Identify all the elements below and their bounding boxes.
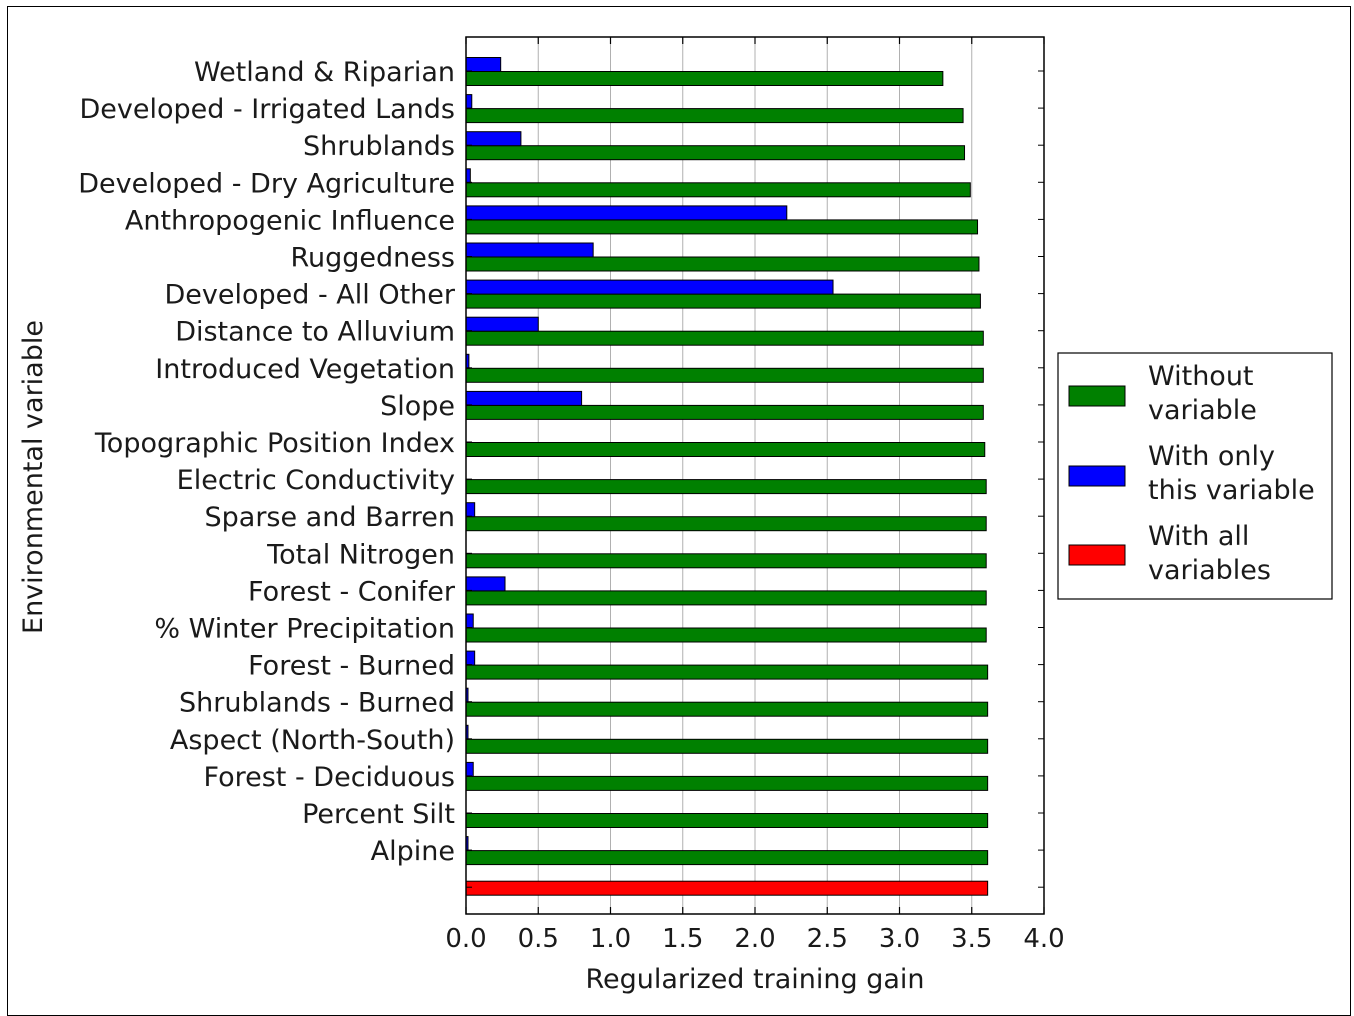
bar-without-variable (465, 627, 987, 643)
bar-with-only-variable (465, 242, 594, 258)
legend-label: With all (1148, 521, 1249, 552)
x-tick-label: 3.5 (951, 924, 992, 954)
legend-label: Without (1148, 361, 1254, 392)
bar-without-variable (465, 256, 980, 272)
category-label: Introduced Vegetation (155, 354, 455, 385)
bar-with-only-variable (465, 576, 506, 592)
bar-without-variable (465, 367, 984, 383)
bar-with-only-variable (465, 502, 476, 518)
bar-with-only-variable (465, 650, 476, 666)
x-tick-label: 2.0 (734, 924, 775, 954)
x-tick-label: 4.0 (1023, 924, 1064, 954)
bar-with-all-variables (465, 880, 989, 896)
x-tick-label: 0.0 (445, 924, 486, 954)
category-label: Ruggedness (290, 243, 455, 274)
bar-without-variable (465, 775, 989, 791)
bar-without-variable (465, 145, 966, 161)
bar-with-only-variable (465, 57, 502, 72)
x-tick-label: 1.0 (590, 924, 631, 954)
x-tick-label: 3.0 (879, 924, 920, 954)
category-label: Wetland & Riparian (194, 57, 455, 88)
legend-swatch (1068, 465, 1126, 487)
bar-without-variable (465, 71, 944, 86)
bar-without-variable (465, 182, 971, 198)
x-axis-label: Regularized training gain (585, 964, 924, 995)
bar-with-only-variable (465, 131, 522, 147)
bar-without-variable (465, 664, 989, 680)
bar-without-variable (465, 590, 987, 606)
bar-without-variable (465, 553, 987, 569)
legend-label: this variable (1148, 475, 1315, 506)
bar-without-variable (465, 479, 987, 495)
category-label: Forest - Burned (248, 651, 455, 682)
category-label: Aspect (North-South) (170, 725, 455, 756)
bar-without-variable (465, 108, 964, 124)
category-label: % Winter Precipitation (154, 614, 455, 645)
category-label: Percent Silt (302, 799, 455, 830)
category-label: Developed - Irrigated Lands (79, 94, 455, 125)
bar-with-only-variable (465, 205, 788, 221)
bar-without-variable (465, 850, 989, 866)
bar-without-variable (465, 442, 986, 457)
category-label: Slope (380, 391, 455, 422)
x-tick-label: 1.5 (662, 924, 703, 954)
category-label: Topographic Position Index (94, 428, 455, 459)
bar-with-only-variable (465, 761, 474, 777)
category-label: Sparse and Barren (205, 502, 456, 533)
bar-without-variable (465, 813, 989, 828)
bar-with-only-variable (465, 94, 473, 110)
y-axis-label: Environmental variable (18, 320, 49, 634)
bar-without-variable (465, 701, 989, 717)
bar-without-variable (465, 219, 979, 235)
bar-with-only-variable (465, 390, 583, 406)
category-label: Distance to Alluvium (175, 317, 455, 348)
bar-without-variable (465, 293, 981, 309)
category-label: Total Nitrogen (266, 539, 455, 570)
bar-with-only-variable (465, 613, 474, 629)
legend-swatch (1068, 385, 1126, 407)
category-label: Electric Conductivity (177, 465, 455, 496)
category-label: Developed - All Other (164, 280, 455, 311)
x-tick-label: 0.5 (518, 924, 559, 954)
category-label: Alpine (371, 836, 455, 867)
category-label: Anthropogenic Influence (125, 205, 455, 236)
category-label: Shrublands (303, 131, 455, 162)
category-label: Forest - Conifer (248, 576, 456, 607)
category-label: Developed - Dry Agriculture (78, 168, 455, 199)
legend-label: variables (1148, 555, 1271, 586)
legend-swatch (1068, 544, 1126, 566)
legend-label: With only (1148, 441, 1275, 472)
x-tick-label: 2.5 (807, 924, 848, 954)
category-label: Forest - Deciduous (204, 762, 455, 793)
bar-without-variable (465, 330, 984, 346)
bar-with-only-variable (465, 279, 834, 295)
bar-without-variable (465, 516, 987, 532)
legend-label: variable (1148, 395, 1257, 426)
bar-without-variable (465, 738, 989, 754)
category-label: Shrublands - Burned (179, 688, 455, 719)
bar-with-only-variable (465, 316, 539, 332)
bar-without-variable (465, 404, 984, 420)
